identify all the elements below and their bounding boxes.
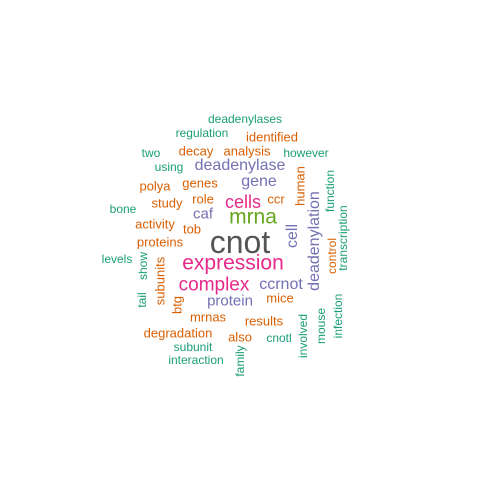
word-interaction: interaction (168, 353, 224, 367)
word-involved: involved (296, 313, 310, 359)
word-caf: caf (192, 205, 214, 223)
word-proteins: proteins (136, 234, 184, 250)
word-expression: expression (182, 251, 284, 275)
word-role: role (192, 191, 214, 207)
word-cnotl: cnotl (266, 331, 292, 345)
word-decay: decay (178, 143, 214, 159)
word-infection: infection (331, 293, 345, 339)
word-deadenylation: deadenylation (306, 191, 323, 291)
word-degradation: degradation (143, 325, 213, 341)
word-also: also (228, 329, 252, 345)
word-ccr: ccr (267, 191, 285, 207)
word-results: results (244, 313, 284, 329)
word-subunits: subunits (152, 256, 168, 306)
word-transcription: transcription (336, 205, 350, 271)
word-btg: btg (169, 295, 185, 315)
word-cells: cells (224, 192, 262, 212)
word-human: human (292, 166, 308, 206)
word-complex: complex (178, 274, 250, 296)
word-protein: protein (207, 292, 253, 310)
word-ccrnot: ccrnot (259, 276, 303, 293)
word-tob: tob (182, 221, 202, 237)
word-deadenylase: deadenylase (194, 157, 286, 174)
word-two: two (141, 146, 161, 160)
word-polya: polya (139, 178, 171, 194)
word-mice: mice (266, 290, 294, 306)
word-mouse: mouse (314, 307, 328, 345)
word-regulation: regulation (175, 126, 229, 140)
word-gene: gene (241, 173, 277, 190)
word-mrna: mrna (229, 205, 277, 229)
word-cell: cell (284, 223, 301, 249)
word-levels: levels (101, 252, 133, 266)
word-show: show (136, 251, 150, 281)
word-bone: bone (109, 202, 137, 216)
word-genes: genes (182, 175, 218, 191)
word-subunit: subunit (173, 340, 213, 354)
word-deadenylases: deadenylases (207, 112, 283, 126)
word-mrnas: mrnas (189, 309, 227, 325)
word-analysis: analysis (223, 143, 271, 159)
word-study: study (151, 195, 183, 211)
word-function: function (323, 169, 337, 213)
word-tail: tail (135, 292, 149, 308)
word-using: using (154, 160, 184, 174)
word-cnot: cnot (209, 224, 271, 260)
word-family: family (233, 345, 247, 377)
word-activity: activity (135, 216, 175, 232)
word-however: however (283, 146, 329, 160)
word-identified: identified (245, 129, 299, 145)
